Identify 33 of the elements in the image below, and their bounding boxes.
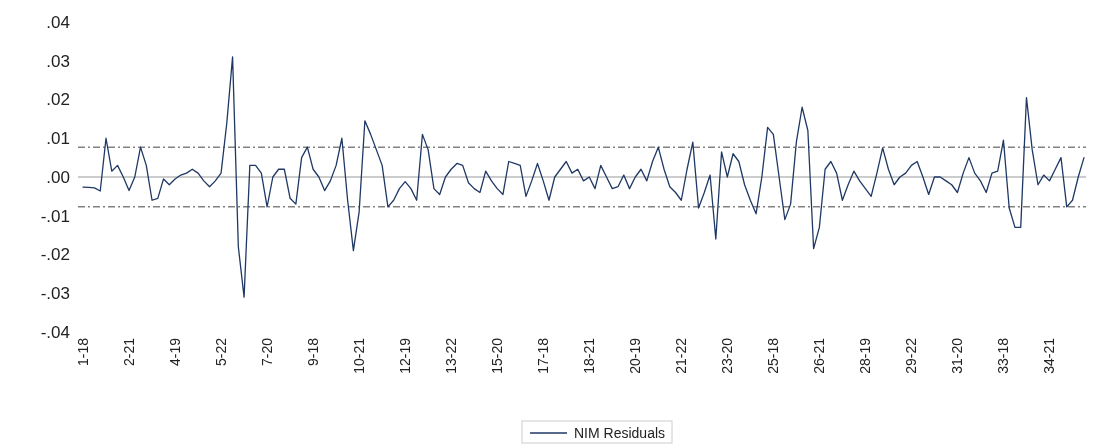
x-tick-label: 33-18 bbox=[995, 337, 1012, 374]
y-tick-label: -.01 bbox=[40, 206, 70, 226]
x-tick-label: 7-20 bbox=[258, 337, 275, 367]
x-tick-label: 17-18 bbox=[535, 337, 552, 374]
x-tick-label: 5-22 bbox=[212, 337, 229, 367]
y-tick-label: .02 bbox=[46, 90, 70, 110]
line-series bbox=[82, 56, 1085, 298]
x-tick-label: 1-18 bbox=[74, 337, 91, 367]
y-tick-label: .04 bbox=[46, 12, 70, 32]
x-tick-label: 28-19 bbox=[857, 337, 874, 374]
y-tick-label: -.03 bbox=[40, 284, 70, 304]
x-tick-label: 23-20 bbox=[719, 337, 736, 374]
y-tick-label: .00 bbox=[46, 167, 70, 187]
x-tick-label: 29-22 bbox=[903, 337, 920, 374]
x-tick-label: 12-19 bbox=[397, 337, 414, 374]
x-tick-label: 25-18 bbox=[765, 337, 782, 374]
x-tick-label: 4-19 bbox=[166, 337, 183, 367]
y-tick-label: .01 bbox=[46, 129, 70, 149]
x-tick-label: 31-20 bbox=[949, 337, 966, 374]
x-tick-label: 34-21 bbox=[1041, 337, 1058, 374]
x-tick-label: 9-18 bbox=[305, 337, 322, 367]
y-tick-label: -.04 bbox=[40, 322, 70, 342]
legend-label: NIM Residuals bbox=[574, 424, 666, 441]
x-tick-label: 21-22 bbox=[673, 337, 690, 374]
x-tick-label: 13-22 bbox=[443, 337, 460, 374]
x-tick-label: 20-19 bbox=[627, 337, 644, 374]
y-tick-label: -.02 bbox=[40, 245, 70, 265]
x-tick-label: 2-21 bbox=[120, 337, 137, 367]
x-tick-label: 15-20 bbox=[489, 337, 506, 374]
x-tick-label: 10-21 bbox=[351, 337, 368, 374]
y-tick-label: .03 bbox=[46, 51, 70, 71]
x-tick-label: 18-21 bbox=[581, 337, 598, 374]
x-tick-label: 26-21 bbox=[811, 337, 828, 374]
